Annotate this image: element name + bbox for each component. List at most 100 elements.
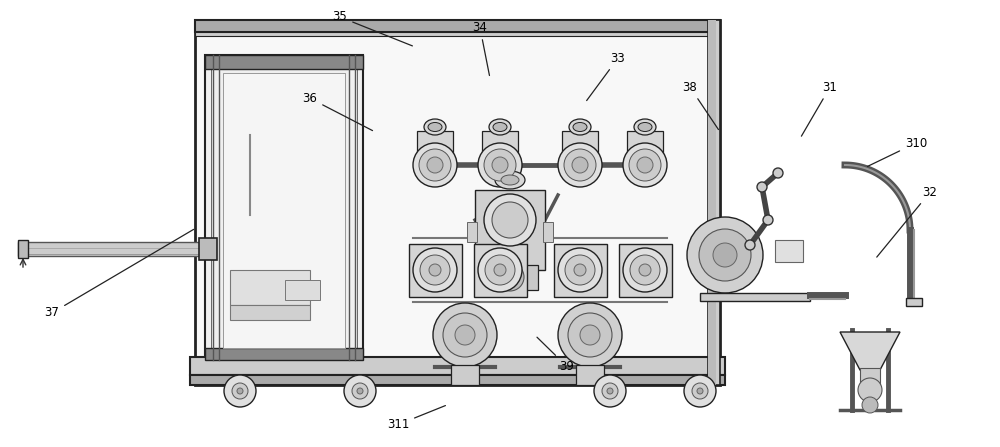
- Circle shape: [420, 255, 450, 285]
- Circle shape: [357, 388, 363, 394]
- Ellipse shape: [501, 175, 519, 185]
- Text: 35: 35: [333, 10, 412, 46]
- Bar: [906, 298, 922, 306]
- Circle shape: [443, 313, 487, 357]
- Circle shape: [687, 217, 763, 293]
- Bar: [18, 242, 205, 256]
- Circle shape: [773, 168, 783, 178]
- Circle shape: [478, 248, 522, 292]
- Bar: [554, 244, 607, 297]
- Bar: [205, 55, 363, 360]
- Circle shape: [492, 202, 528, 238]
- Circle shape: [594, 375, 626, 407]
- Text: 33: 33: [587, 51, 625, 101]
- Bar: [195, 20, 720, 385]
- Bar: [409, 244, 462, 297]
- Circle shape: [607, 388, 613, 394]
- Bar: [230, 305, 310, 320]
- Bar: [475, 190, 545, 270]
- Text: 32: 32: [877, 186, 937, 257]
- Circle shape: [419, 149, 451, 181]
- Circle shape: [492, 157, 508, 173]
- Text: 31: 31: [801, 80, 837, 136]
- Circle shape: [558, 248, 602, 292]
- Circle shape: [484, 149, 516, 181]
- Circle shape: [564, 149, 596, 181]
- Ellipse shape: [638, 122, 652, 131]
- Bar: [190, 357, 725, 375]
- Bar: [451, 365, 479, 385]
- Text: 310: 310: [868, 136, 927, 166]
- Circle shape: [580, 325, 600, 345]
- Circle shape: [413, 248, 457, 292]
- Ellipse shape: [569, 119, 591, 135]
- Circle shape: [429, 264, 441, 276]
- Text: 34: 34: [473, 21, 489, 76]
- Bar: [417, 131, 453, 159]
- Circle shape: [623, 248, 667, 292]
- Circle shape: [232, 383, 248, 399]
- Bar: [860, 368, 880, 386]
- Circle shape: [692, 383, 708, 399]
- Circle shape: [713, 243, 737, 267]
- Circle shape: [757, 182, 767, 192]
- Circle shape: [352, 383, 368, 399]
- Circle shape: [572, 157, 588, 173]
- Text: 37: 37: [45, 229, 194, 320]
- Bar: [223, 73, 345, 348]
- Bar: [190, 375, 725, 385]
- Circle shape: [639, 264, 651, 276]
- Bar: [708, 20, 720, 385]
- Circle shape: [484, 194, 536, 246]
- Bar: [562, 131, 598, 159]
- Ellipse shape: [424, 119, 446, 135]
- Circle shape: [684, 375, 716, 407]
- Circle shape: [565, 255, 595, 285]
- Circle shape: [568, 313, 612, 357]
- Circle shape: [494, 264, 506, 276]
- Bar: [205, 348, 363, 360]
- Circle shape: [602, 383, 618, 399]
- Circle shape: [344, 375, 376, 407]
- Circle shape: [763, 215, 773, 225]
- Bar: [543, 222, 553, 242]
- Ellipse shape: [573, 122, 587, 131]
- Ellipse shape: [634, 119, 656, 135]
- Circle shape: [224, 375, 256, 407]
- Bar: [619, 244, 672, 297]
- Circle shape: [558, 143, 602, 187]
- Bar: [195, 20, 720, 32]
- Circle shape: [433, 303, 497, 367]
- Circle shape: [629, 149, 661, 181]
- Bar: [467, 222, 477, 242]
- Bar: [576, 365, 604, 385]
- Circle shape: [630, 255, 660, 285]
- Bar: [474, 244, 527, 297]
- Circle shape: [697, 388, 703, 394]
- Circle shape: [455, 325, 475, 345]
- Bar: [708, 20, 716, 385]
- Ellipse shape: [495, 171, 525, 189]
- Bar: [211, 61, 357, 354]
- Bar: [627, 131, 663, 159]
- Ellipse shape: [493, 122, 507, 131]
- Circle shape: [427, 157, 443, 173]
- Circle shape: [637, 157, 653, 173]
- Circle shape: [413, 143, 457, 187]
- Circle shape: [699, 229, 751, 281]
- Bar: [775, 240, 803, 262]
- Circle shape: [237, 388, 243, 394]
- Text: 36: 36: [303, 92, 373, 131]
- Bar: [700, 293, 810, 301]
- Bar: [205, 55, 363, 69]
- Bar: [230, 270, 310, 305]
- Bar: [199, 238, 217, 260]
- Text: 38: 38: [683, 80, 718, 130]
- Bar: [482, 265, 538, 290]
- Bar: [482, 131, 518, 159]
- Bar: [195, 32, 720, 36]
- Circle shape: [574, 264, 586, 276]
- Circle shape: [858, 378, 882, 402]
- Circle shape: [558, 303, 622, 367]
- Polygon shape: [840, 332, 900, 370]
